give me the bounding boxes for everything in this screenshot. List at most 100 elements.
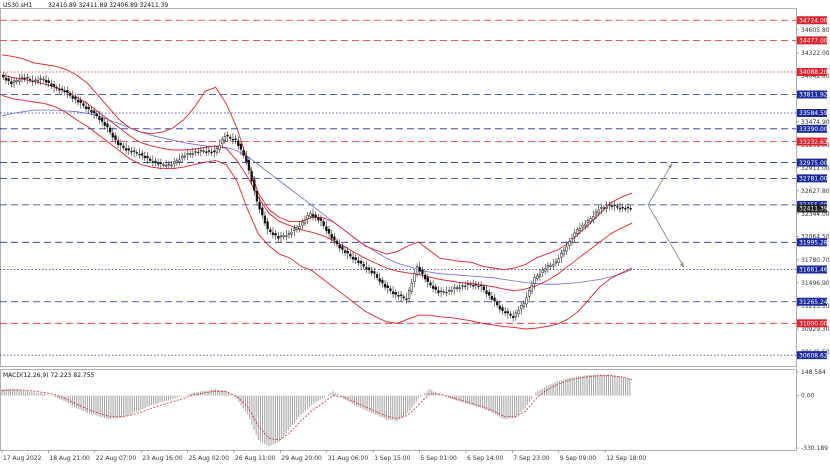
candle-body <box>570 238 574 243</box>
candle-body <box>98 116 101 121</box>
candle-body <box>229 136 232 139</box>
candle-body <box>122 145 125 148</box>
candle-body <box>279 235 283 238</box>
candle-body <box>60 88 64 91</box>
level-badge <box>797 90 827 99</box>
candle-body <box>391 291 395 295</box>
level-label: 33390.00 <box>799 126 828 133</box>
candle-body <box>464 285 467 288</box>
candle-body <box>261 207 264 216</box>
time-tick-label: 6 Sep 14:00 <box>467 455 503 462</box>
level-badge <box>797 158 827 167</box>
time-tick-label: 22 Aug 07:00 <box>96 455 137 462</box>
candle-body <box>413 273 416 282</box>
candle-body <box>92 110 96 114</box>
candle-body <box>568 241 571 246</box>
candle-body <box>359 261 363 264</box>
candle-body <box>330 234 333 239</box>
candle-body <box>624 208 627 210</box>
candle-body <box>562 249 566 255</box>
candle-body <box>173 161 176 164</box>
candle-body <box>197 151 200 154</box>
time-tick-label: 5 Sep 01:00 <box>421 455 457 462</box>
candle-body <box>34 79 37 81</box>
price-tick-label: 32344.00 <box>801 211 830 218</box>
candle-body <box>50 83 53 87</box>
candle-body <box>317 217 320 221</box>
time-tick-label: 7 Sep 23:00 <box>513 455 549 462</box>
candle-body <box>578 228 582 231</box>
candle-body <box>293 228 296 232</box>
candle-body <box>159 162 162 164</box>
candle-body <box>223 136 227 141</box>
candle-body <box>522 302 526 307</box>
candle-body <box>298 226 301 229</box>
candle-body <box>28 78 32 81</box>
level-badge <box>797 351 827 360</box>
candle-body <box>301 221 304 226</box>
candle-body <box>338 244 341 249</box>
forecast-arrows <box>647 163 685 268</box>
candle-body <box>71 96 74 99</box>
candle-body <box>493 297 496 302</box>
candle-body <box>421 269 424 275</box>
candle-body <box>415 266 419 275</box>
time-tick-label: 29 Aug 20:00 <box>281 455 322 462</box>
candle-body <box>333 236 336 241</box>
level-badge <box>797 174 827 183</box>
price-tick-label: 32064.50 <box>801 234 830 241</box>
candle-body <box>157 162 160 165</box>
candle-body <box>47 80 50 84</box>
candle-body <box>506 311 510 314</box>
candle-body <box>210 151 213 154</box>
level-label: 32781.00 <box>799 176 828 183</box>
price-tick-label: 30929.30 <box>801 326 830 333</box>
candle-body <box>74 96 77 100</box>
candle-body <box>592 216 595 220</box>
candle-body <box>418 267 421 272</box>
candle-body <box>618 207 622 210</box>
candle-body <box>186 153 189 155</box>
candle-body <box>319 218 323 221</box>
candle-body <box>608 204 611 207</box>
candle-body <box>322 221 325 226</box>
candle-body <box>167 163 170 166</box>
candle-body <box>325 226 328 231</box>
time-tick-label: 17 Aug 2022 <box>3 455 42 462</box>
price-tick-label: 34042.00 <box>801 73 830 80</box>
level-label: 31995.28 <box>799 240 828 247</box>
price-tick-label: 33474.90 <box>801 119 830 126</box>
candle-body <box>370 270 373 274</box>
candle-body <box>290 231 293 235</box>
price-tick-label: 34322.00 <box>801 50 830 57</box>
candle-body <box>207 150 211 152</box>
level-label: 34477.00 <box>799 38 828 45</box>
candle-body <box>44 79 48 83</box>
candle-body <box>143 155 146 159</box>
candle-body <box>514 312 518 317</box>
current-price-badge <box>797 204 827 213</box>
candle-body <box>239 144 243 150</box>
price-series <box>2 72 632 322</box>
time-tick-label: 26 Aug 11:00 <box>235 455 276 462</box>
candle-body <box>442 291 445 293</box>
candle-body <box>253 179 256 191</box>
level-badge <box>797 265 827 274</box>
candle-body <box>496 301 499 306</box>
candle-body <box>458 287 461 289</box>
candle-body <box>431 285 435 289</box>
candle-body <box>490 296 494 300</box>
candle-body <box>26 77 29 79</box>
level-label: 34724.00 <box>799 17 828 24</box>
macd-tick-label: -330.189 <box>801 445 828 452</box>
candle-body <box>66 90 69 93</box>
level-badge <box>797 108 827 117</box>
macd-label: MACD(12,26,9) 72.223 82.755 <box>3 372 95 379</box>
candle-body <box>426 277 429 282</box>
time-tick-label: 1 Sep 15:00 <box>374 455 410 462</box>
candle-body <box>146 156 149 159</box>
candle-body <box>560 252 563 258</box>
price-axis: 34605.8034322.0034042.0033474.9033191.00… <box>796 27 830 356</box>
candle-body <box>202 150 205 152</box>
